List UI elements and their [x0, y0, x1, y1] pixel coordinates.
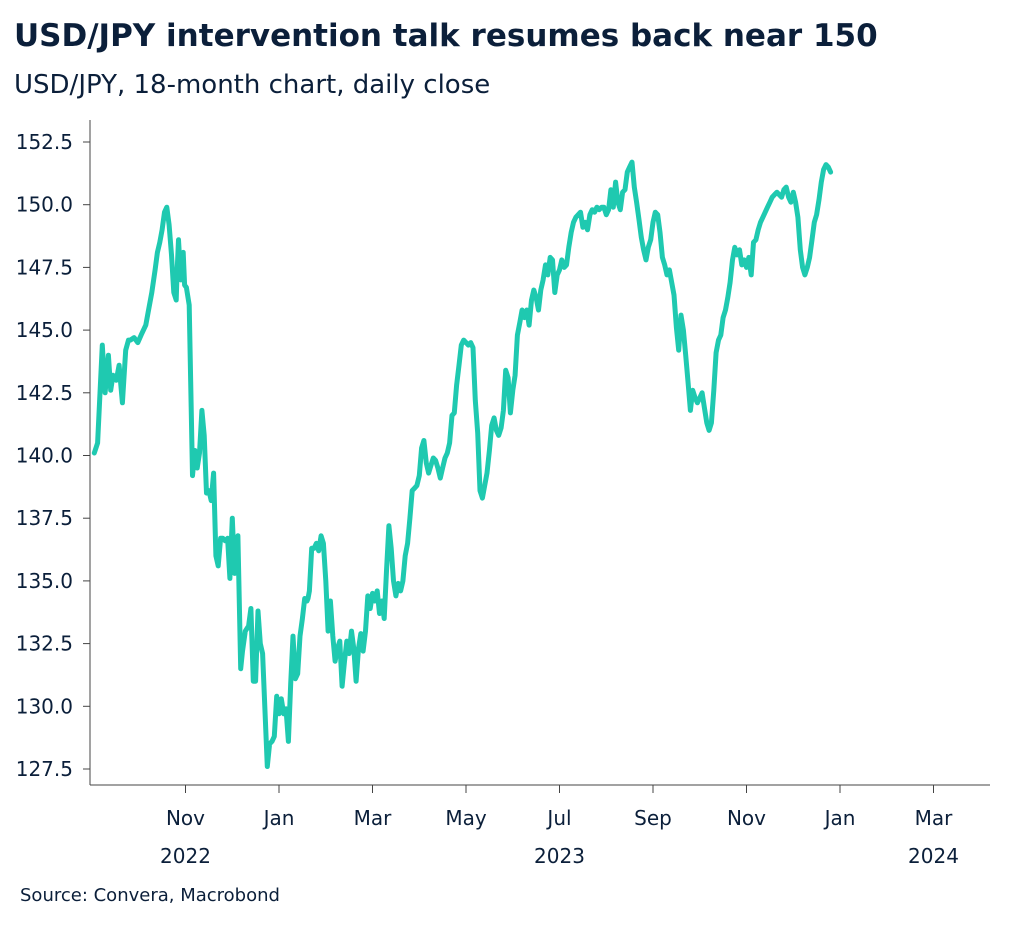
x-tick-label: Sep	[634, 806, 672, 830]
y-tick-label: 137.5	[16, 506, 73, 530]
x-tick-label: Mar	[354, 806, 393, 830]
y-tick-label: 130.0	[16, 694, 73, 718]
x-tick-label: Nov	[166, 806, 205, 830]
y-tick-label: 140.0	[16, 444, 73, 468]
x-year-label: 2024	[908, 844, 959, 868]
y-tick-label: 132.5	[16, 632, 73, 656]
series-line-usdjpy	[91, 159, 834, 769]
x-tick-label: Mar	[915, 806, 954, 830]
y-axis: 127.5 130.0 132.5 135.0 137.5 140.0 142.5 145.0…	[16, 120, 91, 785]
y-tick-label: 127.5	[16, 757, 73, 781]
y-tick-label: 145.0	[16, 318, 73, 342]
source-note: Source: Convera, Macrobond	[20, 885, 280, 906]
y-tick-label: 150.0	[16, 193, 73, 217]
x-tick-label: Jul	[545, 806, 571, 830]
y-tick-label: 142.5	[16, 381, 73, 405]
series-layer	[91, 159, 834, 769]
x-tick-label: Jan	[262, 806, 295, 830]
x-tick-label: Jan	[823, 806, 856, 830]
y-tick-label: 135.0	[16, 569, 73, 593]
x-year-label: 2022	[160, 844, 211, 868]
x-axis: Nov Jan Mar May Jul Sep Nov Jan Mar 2022 2023 2024	[90, 784, 990, 868]
chart-title: USD/JPY intervention talk resumes back n…	[14, 18, 878, 54]
y-tick-label: 147.5	[16, 255, 73, 279]
x-tick-label: Nov	[727, 806, 766, 830]
y-tick-label: 152.5	[16, 130, 73, 154]
x-tick-label: May	[445, 806, 487, 830]
chart-subtitle: USD/JPY, 18-month chart, daily close	[14, 70, 491, 100]
x-year-label: 2023	[534, 844, 585, 868]
